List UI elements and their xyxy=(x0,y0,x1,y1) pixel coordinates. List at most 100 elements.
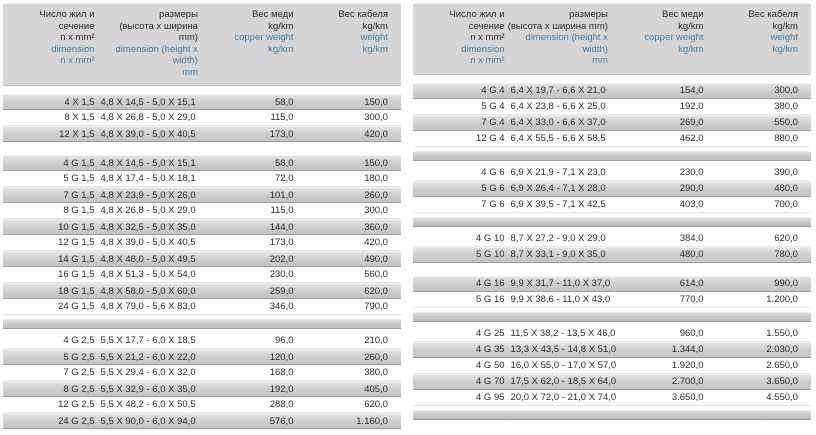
cell-copper: 403,0 xyxy=(679,198,704,210)
cell-weight: 300,0 xyxy=(364,205,388,216)
cell-dimensions: 6,9 X 26,4 - 7,1 X 28,0 xyxy=(510,183,606,194)
header-designation-ru: Число жил и сечение n x mm² xyxy=(39,9,95,43)
cell-designation: 5 G 2,5 xyxy=(63,351,95,363)
cell-designation: 8 G 1,5 xyxy=(63,205,95,216)
cell-copper: 72,0 xyxy=(275,173,294,184)
cell-weight: 790,0 xyxy=(364,301,388,312)
table-row: 8 X 1,5 4,8 X 26,8 - 5,0 X 29,0 115,0 300,0 xyxy=(3,110,401,126)
cell-dimensions: 20,0 X 72,0 - 21,0 X 74,0 xyxy=(510,391,617,403)
cell-dimensions: 4,8 X 14,5 - 5,0 X 15,1 xyxy=(100,157,196,169)
cell-dimensions: 17,5 X 62,0 - 18,5 X 64,0 xyxy=(510,376,617,387)
cell-weight: 260,0 xyxy=(364,189,388,201)
cell-designation: 24 G 2,5 xyxy=(58,415,95,427)
header-dimensions-ru: размеры (высота х ширина mm) xyxy=(507,9,608,32)
cell-dimensions: 5,5 X 21,2 - 6,0 X 22,0 xyxy=(100,351,196,363)
cell-weight: 550,0 xyxy=(774,117,798,128)
cell-designation: 14 G 1,5 xyxy=(58,253,95,265)
header-copper-weight-en: copper weight kg/km xyxy=(644,32,704,55)
table-header: Число жил и сечение n x mm² dimension n … xyxy=(413,3,811,75)
header-cable-weight-en: weight kg/km xyxy=(770,32,798,55)
table-row: 12 G 4 6,4 X 55,5 - 6,6 X 58,5 462,0 880,0 xyxy=(413,130,811,147)
cell-copper: 154,0 xyxy=(679,85,704,96)
table-row: 5 G 16 9,9 X 38,6 - 11,0 X 43,0 770,0 1.200… xyxy=(413,291,811,308)
cell-dimensions: 5,5 X 90,0 - 6,0 X 94,0 xyxy=(100,415,196,427)
cell-dimensions: 4,8 X 39,0 - 5,0 X 40,5 xyxy=(100,128,196,140)
table-row: 4 G 16 9,9 X 31,7 - 11,0 X 37,0 614,0 990,0 xyxy=(413,275,811,292)
cell-copper: 770,0 xyxy=(679,293,704,305)
separator-bar xyxy=(413,150,811,161)
table-row: 4 G 50 16,0 X 55,0 - 17,0 X 57,0 1.920,0 2.… xyxy=(413,357,811,374)
cell-designation: 5 G 4 xyxy=(481,100,505,112)
cell-designation: 18 G 1,5 xyxy=(58,285,95,297)
cell-dimensions: 4,8 X 39,0 - 5,0 X 40,5 xyxy=(100,237,196,248)
separator-bar xyxy=(413,311,811,322)
header-cable-weight: Вес кабеля kg/km weight kg/km xyxy=(704,9,811,67)
cell-weight: 300,0 xyxy=(774,85,798,96)
header-cable-weight-en: weight kg/km xyxy=(360,32,388,55)
header-designation: Число жил и сечение n x mm² dimension n … xyxy=(3,9,95,78)
cell-designation: 7 G 1,5 xyxy=(63,189,95,201)
cell-weight: 390,0 xyxy=(774,166,798,178)
cell-weight: 150,0 xyxy=(364,157,388,169)
cell-copper: 144,0 xyxy=(269,221,294,233)
header-designation-en: dimension n x mm² xyxy=(461,43,505,67)
cell-dimensions: 5,5 X 32,9 - 6,0 X 35,0 xyxy=(100,383,196,395)
cell-copper: 173,0 xyxy=(269,237,294,248)
cell-dimensions: 16,0 X 55,0 - 17,0 X 57,0 xyxy=(510,359,617,371)
cell-designation: 8 X 1,5 xyxy=(64,112,95,123)
cell-weight: 490,0 xyxy=(364,253,388,265)
cell-designation: 12 G 2,5 xyxy=(58,399,95,410)
table-row: 12 X 1,5 4,8 X 39,0 - 5,0 X 40,5 173,0 420,… xyxy=(3,126,401,142)
table-row: 4 G 35 13,3 X 43,5 - 14,8 X 51,0 1.344,0 2.… xyxy=(413,341,811,358)
cell-dimensions: 4,8 X 48,0 - 5,0 X 49,5 xyxy=(100,253,196,265)
cell-weight: 405,0 xyxy=(364,383,388,395)
cell-designation: 24 G 1,5 xyxy=(58,301,95,312)
header-dimensions: размеры (высота х ширина mm) dimension (… xyxy=(95,9,214,78)
cell-dimensions: 6,4 X 55,5 - 6,6 X 58,5 xyxy=(510,132,606,144)
cell-weight: 260,0 xyxy=(364,351,388,363)
table-row: 14 G 1,5 4,8 X 48,0 - 5,0 X 49,5 202,0 490,… xyxy=(3,251,401,267)
cell-designation: 5 G 16 xyxy=(476,293,505,305)
cable-table-right: Число жил и сечение n x mm² dimension n … xyxy=(413,3,811,429)
header-copper-weight: Вес меди kg/km copper weight kg/km xyxy=(214,9,293,78)
cell-copper: 384,0 xyxy=(679,232,704,244)
cell-dimensions: 6,4 X 19,7 - 6,6 X 21,0 xyxy=(510,85,606,96)
table-header: Число жил и сечение n x mm² dimension n … xyxy=(3,3,401,86)
header-cable-weight-ru: Вес кабеля kg/km xyxy=(748,9,798,32)
cell-dimensions: 4,8 X 17,4 - 5,0 X 18,1 xyxy=(100,173,196,184)
cell-dimensions: 13,3 X 43,5 - 14,8 X 51,0 xyxy=(510,344,617,355)
table-row: 12 G 1,5 4,8 X 39,0 - 5,0 X 40,5 173,0 420,… xyxy=(3,235,401,251)
table-body: 4 G 4 6,4 X 19,7 - 6,6 X 21,0 154,0 300,0 5 … xyxy=(413,82,811,420)
cell-copper: 115,0 xyxy=(270,112,294,123)
table-row: 4 G 2,5 5,5 X 17,7 - 6,0 X 18,5 96,0 210,0 xyxy=(3,333,401,349)
header-designation-ru: Число жил и сечение n x mm² xyxy=(449,9,505,43)
separator-bar xyxy=(413,409,811,420)
cell-dimensions: 4,8 X 23,9 - 5,0 X 26,0 xyxy=(100,189,196,201)
header-dimensions: размеры (высота х ширина mm) dimension (… xyxy=(505,9,624,67)
cell-designation: 4 G 35 xyxy=(476,344,505,355)
cell-dimensions: 4,8 X 79,0 - 5,6 X 83,0 xyxy=(100,301,196,312)
table-row: 7 G 2,5 5,5 X 29,4 - 6,0 X 32,0 168,0 380,0 xyxy=(3,365,401,381)
header-dimensions-en: dimension (height x width) mm xyxy=(115,43,198,78)
cell-weight: 360,0 xyxy=(364,221,388,233)
table-row: 4 G 70 17,5 X 62,0 - 18,5 X 64,0 2.700,0 3.… xyxy=(413,373,811,390)
cell-dimensions: 4,8 X 51,3 - 5,0 X 54,0 xyxy=(100,269,196,280)
table-row: 8 G 1,5 4,8 X 26,8 - 5,0 X 29,0 115,0 300,0 xyxy=(3,203,401,219)
cell-copper: 3.650,0 xyxy=(671,391,704,403)
cell-weight: 2.650,0 xyxy=(766,359,798,371)
cell-copper: 192,0 xyxy=(269,383,294,395)
cell-copper: 1.344,0 xyxy=(671,344,704,355)
cell-copper: 288,0 xyxy=(269,399,294,410)
header-cable-weight-ru: Вес кабеля kg/km xyxy=(338,9,388,32)
table-row: 4 G 10 8,7 X 27,2 - 9,0 X 29,0 384,0 620,0 xyxy=(413,230,811,247)
cell-dimensions: 4,8 X 26,8 - 5,0 X 29,0 xyxy=(100,205,196,216)
cell-dimensions: 4,8 X 26,8 - 5,0 X 29,0 xyxy=(100,112,196,123)
header-copper-weight-ru: Вес меди kg/km xyxy=(662,9,704,32)
table-row: 5 G 2,5 5,5 X 21,2 - 6,0 X 22,0 120,0 260,0 xyxy=(3,349,401,365)
cell-weight: 420,0 xyxy=(364,128,388,140)
cell-dimensions: 6,9 X 21,9 - 7,1 X 23,0 xyxy=(510,166,606,178)
table-row: 4 G 6 6,9 X 21,9 - 7,1 X 23,0 230,0 390,0 xyxy=(413,164,811,181)
cell-weight: 560,0 xyxy=(364,269,388,280)
header-cable-weight: Вес кабеля kg/km weight kg/km xyxy=(294,9,401,78)
